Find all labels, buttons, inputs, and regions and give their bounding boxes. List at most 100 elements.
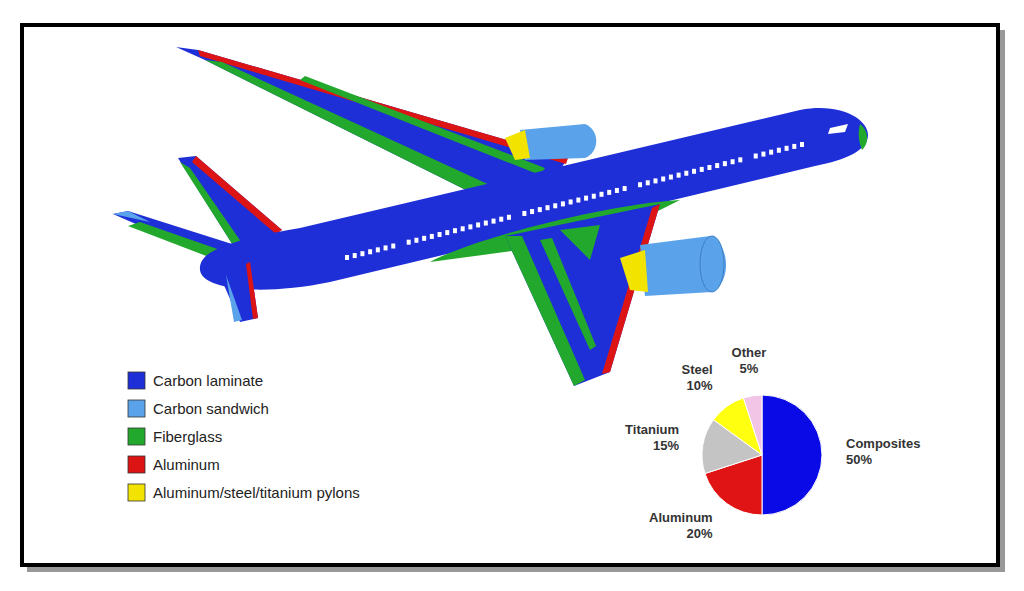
legend-label: Carbon sandwich <box>153 400 269 417</box>
legend-swatch <box>128 372 145 389</box>
window <box>738 157 742 162</box>
window <box>368 249 372 254</box>
legend-label: Fiberglass <box>153 428 222 445</box>
window <box>561 201 565 206</box>
window <box>522 211 526 216</box>
slice-category: Aluminum <box>649 510 713 525</box>
window <box>422 236 426 241</box>
far-wing-flap <box>300 76 545 175</box>
slice-label: Composites50% <box>846 436 920 467</box>
far-stabilizer-tip <box>113 211 150 222</box>
near-stabilizer <box>214 262 258 322</box>
slice-category: Composites <box>846 436 920 451</box>
near-engine-inlet <box>700 236 724 292</box>
far-wing-trailing-edge <box>205 60 492 192</box>
canvas: Carbon laminate Carbon sandwich Fiberglass… <box>0 0 1024 591</box>
window <box>569 199 573 204</box>
window <box>576 198 580 203</box>
legend-swatch <box>128 484 145 501</box>
window <box>592 194 596 199</box>
slice-label: Aluminum20% <box>649 510 713 541</box>
legend-label: Carbon laminate <box>153 372 263 389</box>
legend-swatch <box>128 400 145 417</box>
window <box>607 190 611 195</box>
slice-value: 15% <box>653 438 679 453</box>
near-stabilizer-edge <box>246 262 258 319</box>
window <box>785 146 789 151</box>
window <box>792 144 796 149</box>
window <box>476 222 480 227</box>
window <box>345 255 349 260</box>
fin-trim <box>180 162 244 250</box>
airplane <box>113 47 868 386</box>
window <box>761 152 765 157</box>
window <box>484 221 488 226</box>
window <box>800 142 804 147</box>
window <box>391 244 395 249</box>
window <box>499 217 503 222</box>
legend-label: Aluminum <box>153 456 220 473</box>
window <box>653 178 657 183</box>
window <box>445 230 449 235</box>
window <box>492 219 496 224</box>
slice-label: Steel10% <box>682 362 714 393</box>
window <box>360 251 364 256</box>
slice-value: 5% <box>739 361 758 376</box>
slice-value: 10% <box>687 378 713 393</box>
near-pylon <box>620 250 648 292</box>
slice-label: Other5% <box>732 345 767 376</box>
window <box>414 238 418 243</box>
near-stabilizer-tip <box>226 275 242 322</box>
window <box>438 232 442 237</box>
window <box>677 173 681 178</box>
window <box>684 171 688 176</box>
window <box>723 161 727 166</box>
window <box>599 192 603 197</box>
window <box>623 186 627 191</box>
window <box>615 188 619 193</box>
window <box>638 182 642 187</box>
near-wing <box>505 204 660 386</box>
window <box>731 159 735 164</box>
window <box>461 226 465 231</box>
window <box>507 215 511 220</box>
window <box>407 240 411 245</box>
nose-radome <box>859 124 867 150</box>
window <box>754 153 758 158</box>
window <box>546 205 550 210</box>
slice-value: 20% <box>687 526 713 541</box>
slice-category: Titanium <box>625 422 679 437</box>
cockpit-window <box>828 124 848 134</box>
pie: Composites50%Aluminum20%Titanium15%Steel… <box>625 345 920 541</box>
window <box>553 203 557 208</box>
slice-label: Titanium15% <box>625 422 679 453</box>
window <box>538 207 542 212</box>
legend-swatch <box>128 428 145 445</box>
window <box>376 247 380 252</box>
window <box>769 150 773 155</box>
far-pylon <box>505 130 530 160</box>
window <box>669 175 673 180</box>
pie-slice <box>743 395 762 455</box>
legend: Carbon laminate Carbon sandwich Fiberglass… <box>128 372 360 501</box>
window <box>430 234 434 239</box>
near-engine <box>640 236 726 296</box>
window <box>707 165 711 170</box>
window <box>700 167 704 172</box>
window <box>353 253 357 258</box>
legend-label: Aluminum/steel/titanium pylons <box>153 484 360 501</box>
slice-category: Steel <box>682 362 713 377</box>
window <box>646 180 650 185</box>
window <box>661 176 665 181</box>
slice-value: 50% <box>846 452 872 467</box>
window <box>692 169 696 174</box>
slice-category: Other <box>732 345 767 360</box>
window <box>384 245 388 250</box>
far-engine <box>520 124 596 160</box>
far-wing <box>176 47 568 192</box>
window <box>715 163 719 168</box>
window <box>453 228 457 233</box>
window <box>584 196 588 201</box>
window <box>530 209 534 214</box>
window <box>777 148 781 153</box>
